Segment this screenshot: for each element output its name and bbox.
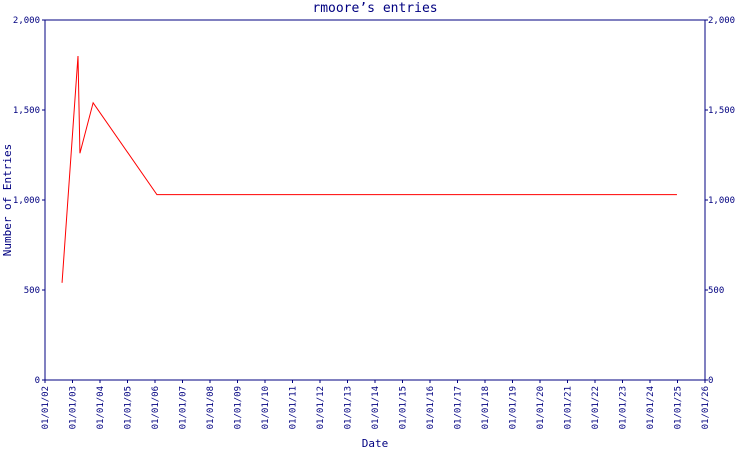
x-tick-label: 01/01/12 (316, 386, 326, 429)
x-tick-label: 01/01/21 (564, 386, 574, 429)
y-tick-label: 0 (35, 376, 40, 386)
x-tick-label: 01/01/08 (206, 386, 216, 429)
x-tick-label: 01/01/09 (234, 386, 244, 429)
y-tick-label: 2,000 (13, 16, 40, 26)
x-tick-label: 01/01/14 (371, 386, 381, 429)
x-tick-label: 01/01/05 (124, 386, 134, 429)
x-tick-label: 01/01/23 (619, 386, 629, 429)
y2-tick-label: 0 (708, 376, 713, 386)
y-tick-label: 500 (24, 286, 40, 296)
x-axis-label: Date (362, 437, 389, 450)
x-tick-label: 01/01/22 (591, 386, 601, 429)
series-line (61, 55, 677, 283)
x-tick-label: 01/01/15 (399, 386, 409, 429)
x-tick-label: 01/01/07 (179, 386, 189, 429)
x-tick-label: 01/01/11 (289, 386, 299, 429)
x-tick-label: 01/01/02 (41, 386, 51, 429)
x-tick-label: 01/01/20 (536, 386, 546, 429)
x-tick-label: 01/01/18 (481, 386, 491, 429)
x-tick-label: 01/01/06 (151, 386, 161, 429)
y2-tick-label: 1,500 (708, 106, 735, 116)
x-tick-label: 01/01/26 (701, 386, 711, 429)
x-tick-label: 01/01/24 (646, 386, 656, 429)
chart-title: rmoore’s entries (312, 1, 437, 16)
y2-tick-label: 1,000 (708, 196, 735, 206)
x-tick-label: 01/01/04 (96, 386, 106, 429)
x-tick-label: 01/01/10 (261, 386, 271, 429)
y-axis-label: Number of Entries (1, 144, 14, 257)
x-tick-label: 01/01/19 (509, 386, 519, 429)
plot-frame (44, 19, 706, 381)
y2-tick-label: 2,000 (708, 16, 735, 26)
x-tick-label: 01/01/17 (454, 386, 464, 429)
y2-tick-label: 500 (708, 286, 724, 296)
x-tick-label: 01/01/13 (344, 386, 354, 429)
y-tick-label: 1,000 (13, 196, 40, 206)
x-tick-label: 01/01/03 (69, 386, 79, 429)
x-tick-label: 01/01/16 (426, 386, 436, 429)
y-tick-label: 1,500 (13, 106, 40, 116)
x-tick-label: 01/01/25 (674, 386, 684, 429)
